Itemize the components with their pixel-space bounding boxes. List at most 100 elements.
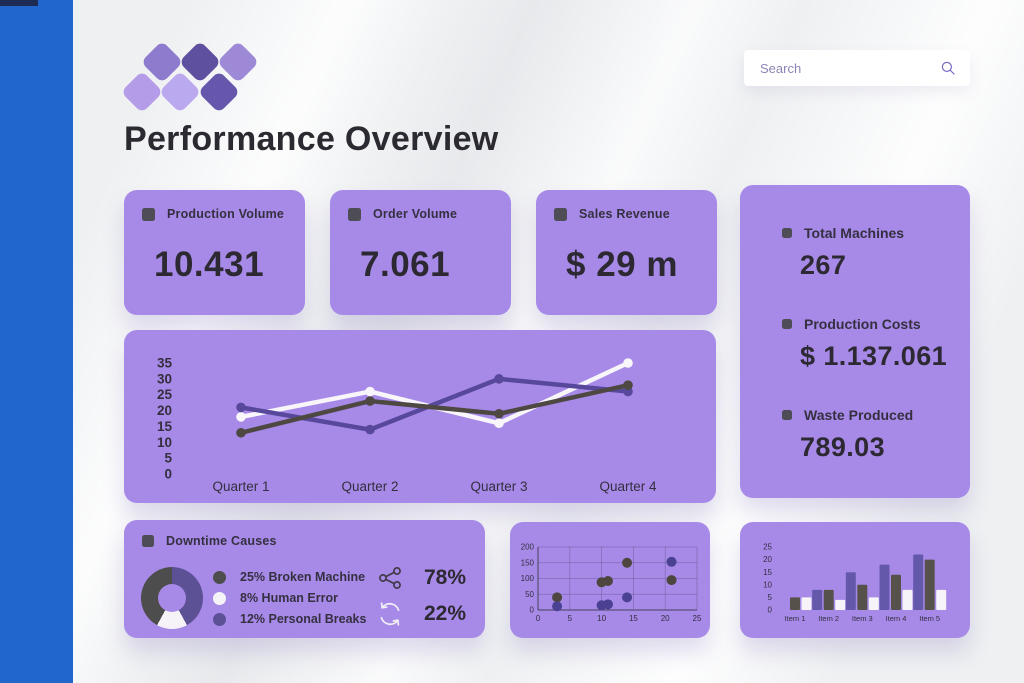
purple-bars-bar	[812, 589, 823, 610]
stat-label: Waste Produced	[804, 407, 914, 423]
x-tick-label: 0	[536, 614, 541, 623]
white-bars-bar	[868, 597, 879, 610]
y-tick-label: 20	[763, 555, 772, 564]
y-tick-label: 5	[768, 593, 773, 602]
white-bars-bar	[801, 597, 812, 610]
kpi-value: 7.061	[360, 245, 451, 284]
y-tick-label: 200	[521, 543, 535, 552]
downtime-donut-chart	[141, 567, 203, 629]
purple-series-point	[494, 374, 504, 384]
y-tick-label: 20	[157, 403, 172, 418]
y-tick-label: 100	[521, 574, 535, 583]
y-tick-label: 10	[763, 580, 772, 589]
x-tick-label: 5	[568, 614, 573, 623]
purple-dots-point	[622, 592, 633, 603]
y-tick-label: 25	[157, 387, 173, 402]
x-tick-label: Item 3	[852, 614, 873, 623]
x-tick-label: 10	[597, 614, 606, 623]
kpi-card-production-volume: Production Volume 10.431	[124, 190, 305, 315]
search-icon[interactable]	[939, 59, 957, 77]
x-tick-label: Quarter 1	[212, 479, 269, 494]
x-tick-label: Quarter 3	[470, 479, 527, 494]
purple-dots-point	[666, 556, 677, 567]
y-tick-label: 10	[157, 435, 172, 450]
sidebar-top-notch	[0, 0, 38, 6]
y-tick-label: 50	[525, 590, 534, 599]
kpi-bullet-icon	[142, 207, 155, 221]
white-bars-bar	[902, 589, 913, 610]
share-percentage: 78%	[424, 566, 467, 589]
x-tick-label: Item 5	[919, 614, 940, 623]
x-tick-label: Quarter 2	[341, 479, 398, 494]
charcoal-series-point	[494, 408, 504, 419]
charcoal-bars-bar	[823, 589, 834, 610]
kpi-label: Order Volume	[373, 207, 458, 221]
stat-label: Total Machines	[804, 225, 905, 241]
stat-total-machines: Total Machines 267	[782, 225, 904, 281]
downtime-causes-card: Downtime Causes 25% Broken Machine 8% Hu…	[124, 520, 485, 638]
charcoal-dots-point	[602, 576, 613, 587]
legend-dot-personal-breaks	[213, 612, 226, 626]
white-bars-bar	[936, 589, 947, 610]
white-bars-bar	[835, 599, 846, 610]
purple-dots-point	[602, 599, 613, 610]
scatter-chart-card: 0 5 10 15 20 25 0 50 100 150 200	[510, 522, 710, 638]
charcoal-series-line	[238, 382, 631, 436]
kpi-card-order-volume: Order Volume 7.061	[330, 190, 511, 315]
charcoal-dots-point	[666, 575, 677, 586]
quarterly-line-chart-card: 35 30 25 20 15 10 5 0 Quarter 1 Quarter 2 Quarter …	[124, 330, 716, 503]
charcoal-series-point	[236, 427, 246, 438]
stat-bullet-icon	[782, 410, 792, 420]
legend-label: 12% Personal Breaks	[240, 612, 367, 626]
y-tick-label: 30	[157, 371, 172, 386]
stat-value: 267	[800, 250, 847, 280]
white-series-point	[365, 386, 375, 397]
page-title: Performance Overview	[124, 120, 499, 158]
kpi-value: $ 29 m	[566, 245, 678, 284]
x-tick-label: 25	[693, 614, 702, 623]
y-tick-label: 0	[530, 606, 535, 615]
purple-bars-bar	[879, 564, 890, 610]
kpi-card-sales-revenue: Sales Revenue $ 29 m	[536, 190, 717, 315]
stat-waste-produced: Waste Produced 789.03	[782, 407, 913, 463]
charcoal-bars-bar	[790, 597, 800, 610]
y-tick-label: 150	[521, 558, 535, 567]
charcoal-series-point	[623, 380, 633, 390]
stat-bullet-icon	[782, 228, 792, 238]
y-tick-label: 0	[164, 467, 172, 482]
app-logo	[112, 38, 272, 118]
white-series-point	[494, 418, 504, 429]
legend-label: 25% Broken Machine	[240, 570, 366, 584]
stat-value: $ 1.137.061	[800, 341, 948, 371]
charcoal-bars-bar	[924, 559, 935, 610]
sidebar	[0, 0, 73, 683]
kpi-bullet-icon	[554, 207, 567, 221]
x-tick-label: Item 2	[818, 614, 839, 623]
legend-dot-broken-machine	[213, 570, 226, 584]
y-tick-label: 5	[164, 451, 172, 466]
x-tick-label: Item 1	[785, 614, 806, 623]
purple-series-point	[236, 402, 246, 413]
share-icon	[376, 564, 404, 592]
scatter-chart: 0 5 10 15 20 25 0 50 100 150 200	[521, 543, 702, 623]
x-tick-label: Quarter 4	[599, 479, 657, 494]
purple-bars-bar	[913, 554, 924, 610]
kpi-bullet-icon	[348, 207, 361, 221]
bar-chart-card: 25 20 15 10 5 0 Item 1 Item 2 Item 3 Item 4 Item 5	[740, 522, 970, 638]
x-tick-label: 15	[629, 614, 638, 623]
white-series-point	[623, 358, 633, 368]
purple-dots-point	[552, 601, 563, 612]
stat-value: 789.03	[800, 432, 885, 462]
charcoal-dots-point	[552, 592, 563, 603]
x-tick-label: 20	[661, 614, 670, 623]
downtime-title: Downtime Causes	[166, 534, 277, 548]
stat-production-costs: Production Costs $ 1.137.061	[782, 316, 947, 372]
kpi-label: Sales Revenue	[579, 207, 670, 221]
search-input[interactable]	[760, 60, 939, 76]
refresh-icon	[376, 600, 404, 628]
legend-dot-human-error	[213, 591, 226, 605]
charcoal-dots-point	[622, 557, 633, 568]
x-tick-label: Item 4	[886, 614, 907, 623]
stat-bullet-icon	[782, 319, 792, 329]
